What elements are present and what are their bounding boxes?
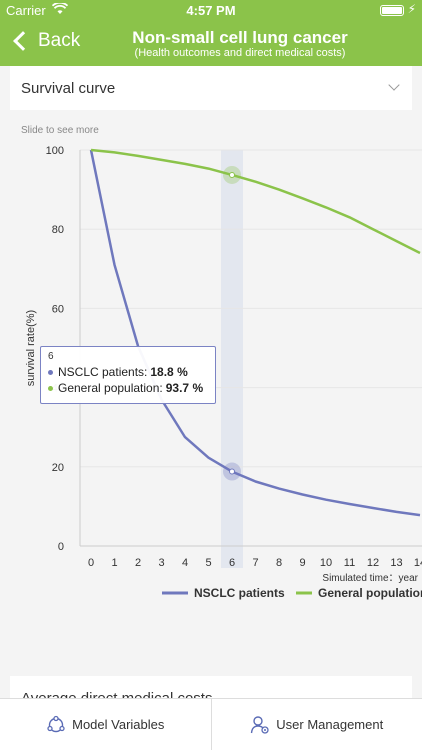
legend-label-general: General population — [318, 586, 422, 600]
model-variables-icon — [46, 715, 66, 735]
section-label: Survival curve — [21, 80, 116, 97]
x-tick-label: 8 — [276, 557, 282, 569]
chevron-left-icon — [13, 31, 33, 51]
bottom-tab-bar: Model Variables User Management — [0, 698, 422, 750]
y-tick-label: 60 — [52, 303, 64, 315]
x-tick-label: 14 — [414, 557, 422, 569]
back-button[interactable]: Back — [10, 30, 80, 52]
y-axis-label: survival rate(%) — [25, 310, 37, 386]
status-bar: Carrier 4:57 PM ⚡ — [0, 0, 422, 22]
x-tick-label: 1 — [111, 557, 117, 569]
nsclc-dot-icon — [48, 369, 53, 375]
page-subtitle: (Health outcomes and direct medical cost… — [134, 47, 346, 59]
x-tick-label: 13 — [390, 557, 402, 569]
highlight-point — [229, 468, 235, 475]
highlight-point — [229, 171, 235, 178]
chart-svg[interactable]: 02040608010001234567891011121314survival… — [10, 140, 422, 660]
x-tick-label: 0 — [88, 557, 94, 569]
x-tick-label: 3 — [158, 557, 164, 569]
general-dot-icon — [48, 385, 53, 391]
survival-curve-dropdown[interactable]: Survival curve — [10, 66, 412, 110]
scroll-hint: Slide to see more — [21, 125, 99, 136]
x-tick-label: 4 — [182, 557, 188, 569]
chevron-down-icon — [388, 79, 400, 91]
y-tick-label: 0 — [58, 541, 64, 553]
y-tick-label: 20 — [52, 462, 64, 474]
tooltip-series-value: 93.7 % — [165, 381, 204, 395]
top-bar: Carrier 4:57 PM ⚡ Back Non-small cell lu… — [0, 0, 422, 66]
x-tick-label: 10 — [320, 557, 332, 569]
legend-label-nsclc: NSCLC patients — [194, 586, 285, 600]
x-tick-label: 12 — [367, 557, 379, 569]
highlight-band — [221, 150, 243, 568]
tooltip-row-nsclc: NSCLC patients: 18.8 % — [48, 364, 208, 380]
navigation-bar: Back Non-small cell lung cancer (Health … — [0, 22, 422, 66]
tab-model-variables[interactable]: Model Variables — [0, 699, 211, 750]
carrier-label: Carrier — [6, 3, 46, 18]
clock: 4:57 PM — [186, 3, 236, 18]
x-axis-label: Simulated time：year — [322, 573, 418, 584]
tooltip-series-name: General population: — [58, 381, 163, 395]
tooltip-series-name: NSCLC patients: — [58, 365, 148, 379]
y-tick-label: 100 — [46, 145, 64, 157]
tab-label: User Management — [276, 717, 384, 732]
back-label: Back — [38, 30, 81, 51]
series-line-nsclc — [89, 149, 421, 517]
battery-icon — [380, 5, 404, 16]
series-line-general — [90, 148, 421, 255]
tab-user-management[interactable]: User Management — [210, 699, 422, 750]
x-tick-label: 7 — [252, 557, 258, 569]
chart-tooltip: 6 NSCLC patients: 18.8 % General populat… — [40, 346, 216, 404]
x-tick-label: 9 — [299, 557, 305, 569]
x-tick-label: 11 — [344, 557, 355, 569]
wifi-icon — [51, 1, 69, 18]
tooltip-x-label: 6 — [48, 351, 54, 362]
tooltip-row-general: General population: 93.7 % — [48, 380, 208, 396]
x-tick-label: 5 — [205, 557, 211, 569]
page-title: Non-small cell lung cancer — [132, 28, 348, 47]
user-management-icon — [250, 715, 270, 735]
x-tick-label: 6 — [229, 557, 235, 569]
tab-label: Model Variables — [72, 717, 165, 732]
x-tick-label: 2 — [135, 557, 141, 569]
tooltip-series-value: 18.8 % — [150, 365, 188, 379]
charging-icon: ⚡ — [407, 2, 416, 16]
survival-chart[interactable]: 02040608010001234567891011121314survival… — [10, 140, 422, 660]
y-tick-label: 80 — [52, 224, 64, 236]
